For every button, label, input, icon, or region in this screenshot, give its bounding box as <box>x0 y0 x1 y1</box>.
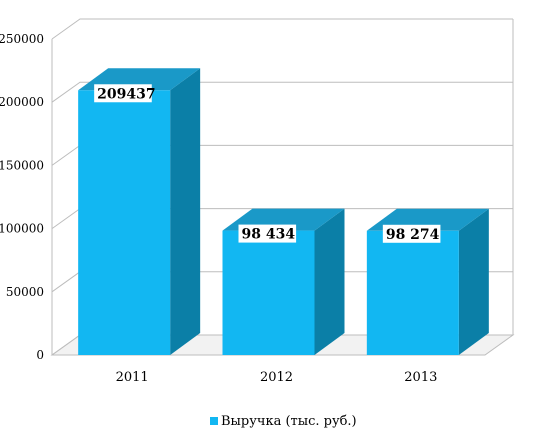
x-axis-ticks: 2011 2012 2013 <box>116 370 438 385</box>
gridline <box>51 81 513 103</box>
data-label: 209437 <box>97 86 155 102</box>
data-label-box <box>94 84 152 103</box>
gridline <box>51 18 513 40</box>
y-tick-label: 100000 <box>0 222 44 236</box>
data-label: 98 434 <box>242 227 296 243</box>
data-label-box <box>382 224 441 243</box>
y-tick-label: 50000 <box>6 285 44 299</box>
bar-side <box>314 208 345 355</box>
bar <box>78 90 171 355</box>
x-tick-label: 2012 <box>260 370 293 385</box>
bar <box>222 230 315 355</box>
data-label: 98 274 <box>386 227 440 243</box>
bar <box>366 230 459 355</box>
bar-side <box>458 208 489 355</box>
data-label-box <box>238 224 297 243</box>
legend-label: Выручка (тыс. руб.) <box>221 414 357 429</box>
legend-swatch <box>210 417 218 425</box>
legend: Выручка (тыс. руб.) <box>210 414 357 429</box>
y-axis-ticks: 0 50000 100000 150000 200000 250000 <box>0 32 44 362</box>
y-tick-label: 250000 <box>0 32 44 46</box>
x-tick-label: 2011 <box>116 370 149 385</box>
y-tick-label: 150000 <box>0 158 44 172</box>
bar-side <box>170 68 201 355</box>
x-tick-label: 2013 <box>404 370 437 385</box>
bars: 209437 98 434 98 274 <box>78 68 489 355</box>
y-tick-label: 0 <box>36 348 44 362</box>
y-tick-label: 200000 <box>0 95 44 109</box>
